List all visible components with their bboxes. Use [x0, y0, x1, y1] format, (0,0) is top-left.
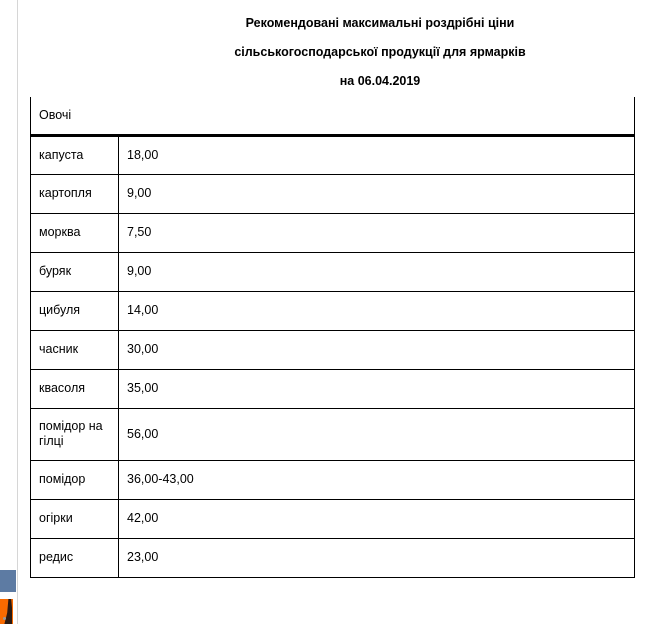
product-name-cell: морква: [30, 212, 119, 253]
title-line-2: сільськогосподарської продукції для ярма…: [234, 45, 526, 59]
price-cell: 18,00: [118, 134, 635, 175]
table-row: морква 7,50: [30, 212, 635, 253]
product-name-cell: часник: [30, 329, 119, 370]
price-cell: 23,00: [118, 537, 635, 578]
product-name-cell: капуста: [30, 134, 119, 175]
price-cell: 14,00: [118, 290, 635, 331]
table-row: часник 30,00: [30, 329, 635, 370]
price-cell: 35,00: [118, 368, 635, 409]
price-cell: 42,00: [118, 498, 635, 539]
icon-dark-shape: [4, 599, 12, 624]
price-table: Овочі капуста 18,00 картопля 9,00 морква…: [30, 97, 635, 578]
product-name-cell: помідор: [30, 459, 119, 500]
price-cell: 9,00: [118, 173, 635, 214]
product-name-cell: огірки: [30, 498, 119, 539]
product-name-cell: квасоля: [30, 368, 119, 409]
page-margin-line: [17, 0, 18, 624]
section-header-row: Овочі: [30, 97, 635, 137]
table-row: помідор на гілці 56,00: [30, 407, 635, 461]
title-line-3: на 06.04.2019: [339, 74, 421, 88]
icon-gray-dot: [3, 617, 6, 620]
table-row: огірки 42,00: [30, 498, 635, 539]
product-name-cell: картопля: [30, 173, 119, 214]
table-row: картопля 9,00: [30, 173, 635, 214]
price-cell: 56,00: [118, 407, 635, 461]
table-row: редис 23,00: [30, 537, 635, 578]
table-row: буряк 9,00: [30, 251, 635, 292]
section-header-cell: Овочі: [30, 97, 635, 137]
product-name-cell: помідор на гілці: [30, 407, 119, 461]
price-cell: 9,00: [118, 251, 635, 292]
table-row: помідор 36,00-43,00: [30, 459, 635, 500]
price-cell: 7,50: [118, 212, 635, 253]
product-name-cell: цибуля: [30, 290, 119, 331]
edge-fragment-blue: [0, 570, 16, 592]
product-name-cell: редис: [30, 537, 119, 578]
price-cell: 30,00: [118, 329, 635, 370]
table-row: квасоля 35,00: [30, 368, 635, 409]
document-title: Рекомендовані максимальні роздрібні ціни…: [113, 15, 647, 102]
product-name-cell: буряк: [30, 251, 119, 292]
table-row: цибуля 14,00: [30, 290, 635, 331]
edge-app-icon-orange[interactable]: [0, 599, 13, 624]
price-cell: 36,00-43,00: [118, 459, 635, 500]
title-line-1: Рекомендовані максимальні роздрібні ціни: [245, 16, 515, 30]
table-row: капуста 18,00: [30, 134, 635, 175]
